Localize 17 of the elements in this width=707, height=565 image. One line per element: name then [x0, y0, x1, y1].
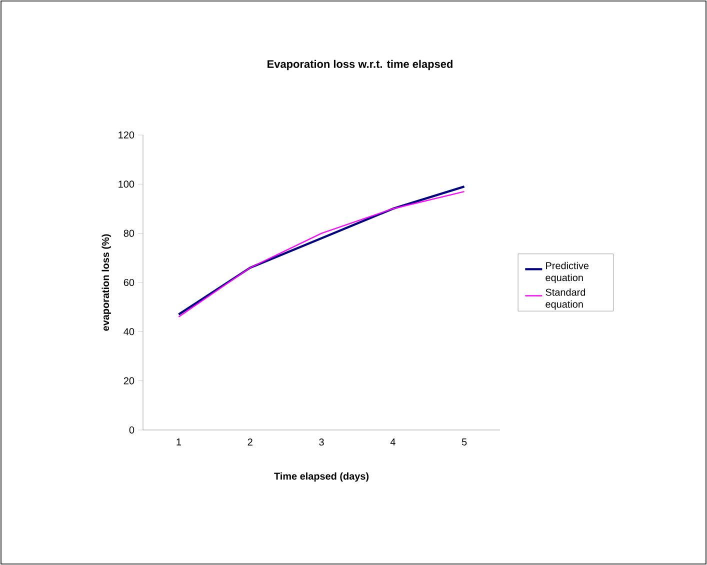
legend-label: Predictive equation	[546, 262, 589, 284]
y-tick-label: 60	[124, 278, 134, 286]
x-tick-label: 1	[176, 438, 181, 446]
x-tick-label: 2	[248, 438, 252, 446]
y-tick-label: 100	[118, 180, 134, 188]
y-tick-label: 0	[129, 426, 134, 434]
y-axis-title: evaporation loss (%)	[102, 234, 112, 331]
y-tick-label: 80	[124, 230, 134, 237]
y-tick-label: 120	[118, 131, 134, 139]
y-tick-label: 20	[124, 377, 134, 384]
x-tick-label: 5	[462, 438, 467, 446]
legend-label: Standard equation	[546, 288, 586, 310]
y-tick-label: 40	[124, 328, 134, 336]
x-axis-title: Time elapsed (days)	[274, 472, 369, 482]
chart-title: Evaporation loss w.r.t. time elapsed	[268, 60, 452, 70]
x-tick-label: 3	[319, 438, 324, 446]
x-tick-label: 4	[390, 438, 396, 446]
